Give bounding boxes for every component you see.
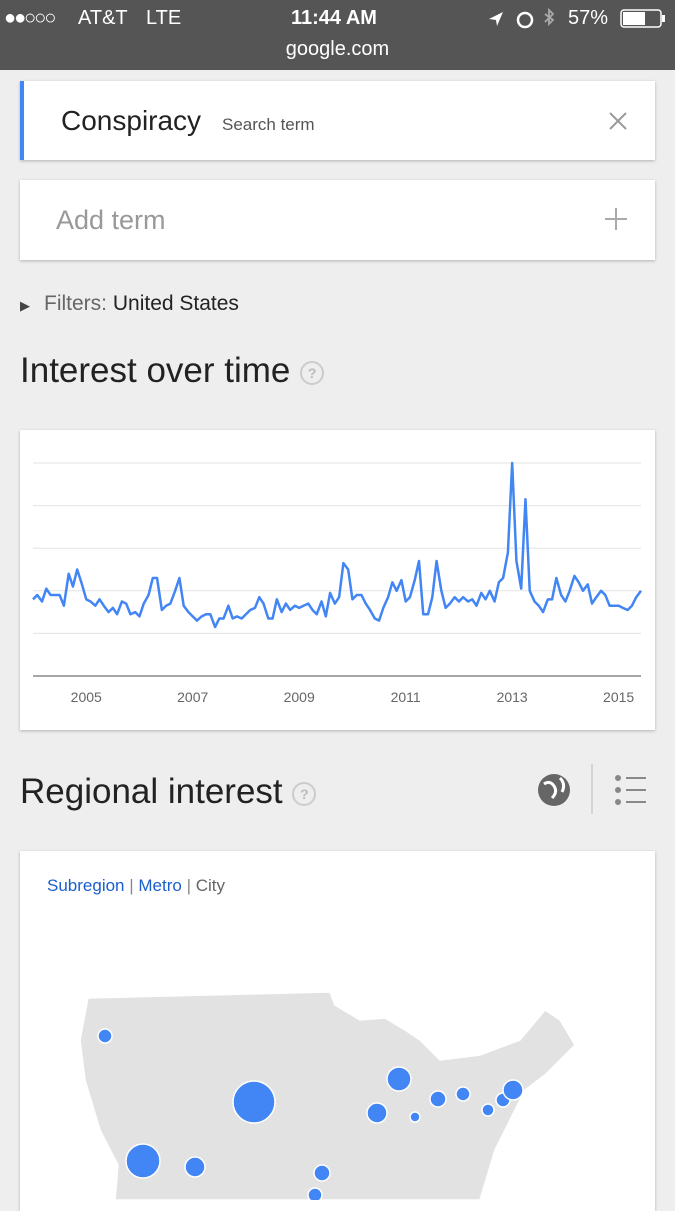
help-icon[interactable]: ?	[292, 781, 317, 806]
chart-card	[20, 430, 655, 730]
battery-icon	[620, 9, 665, 28]
filters[interactable]: ▶ Filters: United States	[20, 292, 239, 316]
regional-title: Regional interest	[20, 772, 283, 811]
interest-title: Interest over time	[20, 351, 291, 390]
expand-arrow: ▶	[20, 298, 30, 313]
x-tick-label: 2015	[603, 689, 634, 705]
section-title: Interest over time ?	[20, 351, 325, 391]
help-icon[interactable]: ?	[300, 360, 325, 385]
search-term-label: Search term	[222, 115, 315, 134]
x-tick-label: 2011	[391, 689, 421, 705]
x-tick-label: 2013	[497, 689, 528, 705]
chart: 2005 2007 2009 2011 2013 2015	[32, 461, 643, 705]
section-title: Regional interest ?	[20, 772, 317, 812]
location-icon	[489, 12, 503, 26]
tab[interactable]: City	[195, 876, 226, 895]
region-tabs: Subregion | Metro | City	[47, 876, 226, 895]
clock: 11:44 AM	[291, 7, 377, 29]
filters-label: Filters:	[44, 292, 107, 315]
x-tick-label: 2005	[71, 689, 102, 705]
region-bubbles	[97, 1028, 524, 1200]
search-term-card[interactable]: Conspiracy Search term	[20, 81, 655, 160]
map-view-icon[interactable]	[538, 774, 570, 806]
x-tick-label: 2007	[177, 689, 208, 705]
signal: ●●○○○	[4, 7, 56, 29]
remove-term[interactable]	[608, 111, 628, 131]
list-view-icon[interactable]	[615, 775, 646, 805]
status-bar: ●●○○○ AT&T LTE 11:44 AM 57% google.com	[0, 0, 675, 70]
carrier: AT&T	[78, 7, 128, 29]
add-icon[interactable]	[605, 208, 627, 230]
view-toggle	[538, 764, 646, 814]
alarm-icon	[516, 11, 534, 29]
add-term-card[interactable]: Add term	[20, 180, 655, 260]
map-card: Subregion | Metro | City	[20, 851, 655, 1211]
bluetooth-icon	[544, 8, 555, 27]
status-icons	[489, 8, 555, 29]
filters-value: United States	[112, 292, 239, 315]
us-map	[79, 991, 576, 1200]
trend-line	[32, 461, 643, 629]
battery-level: 57%	[568, 7, 609, 29]
search-term: Conspiracy	[61, 105, 202, 136]
url: google.com	[285, 38, 390, 60]
x-tick-label: 2009	[284, 689, 315, 705]
tab[interactable]: Metro	[138, 876, 182, 895]
add-term: Add term	[56, 205, 166, 235]
network: LTE	[146, 7, 182, 29]
tab[interactable]: Subregion	[47, 876, 125, 895]
